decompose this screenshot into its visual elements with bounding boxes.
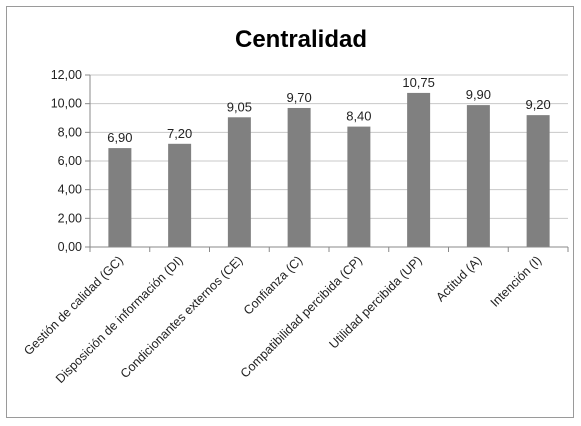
category-label: Gestión de calidad (GC)	[21, 253, 126, 358]
data-label: 9,90	[466, 87, 491, 102]
y-axis-ticks: 0,00 2,00 4,00 6,00 8,00 10,00 12,00	[51, 68, 91, 254]
bar	[347, 126, 371, 247]
bar	[227, 117, 251, 248]
data-label: 9,70	[286, 90, 311, 105]
category-label: Actitud (A)	[433, 253, 484, 304]
category-label: Disposición de información (DI)	[53, 253, 186, 386]
y-tick-label: 6,00	[58, 154, 82, 168]
data-label: 10,75	[402, 75, 435, 90]
category-label: Intención (I)	[488, 253, 545, 310]
y-tick-label: 8,00	[58, 125, 82, 139]
y-tick-label: 12,00	[51, 68, 82, 82]
category-label: Confianza (C)	[241, 253, 305, 317]
data-label: 6,90	[107, 130, 132, 145]
category-labels: Gestión de calidad (GC)Disposición de in…	[21, 247, 569, 386]
data-labels: 6,90 7,20 9,05 9,70 8,40 10,75 9,90 9,20	[107, 75, 551, 145]
bar	[526, 115, 550, 247]
data-label: 7,20	[167, 126, 192, 141]
data-label: 9,20	[525, 97, 550, 112]
bar	[287, 107, 311, 247]
bars	[108, 92, 550, 248]
y-tick-label: 10,00	[51, 97, 82, 111]
data-label: 9,05	[227, 99, 252, 114]
category-label: Condicionantes externos (CE)	[118, 253, 246, 381]
y-tick-label: 2,00	[58, 211, 82, 225]
y-tick-label: 0,00	[58, 240, 82, 254]
data-label: 8,40	[346, 109, 371, 124]
chart-title: Centralidad	[235, 26, 367, 53]
bar	[108, 148, 132, 247]
bar	[168, 143, 192, 247]
category-label: Compatibilidad percibida (CP)	[238, 253, 365, 380]
y-tick-label: 4,00	[58, 183, 82, 197]
bar	[466, 105, 490, 247]
bar	[407, 92, 431, 248]
gridlines	[90, 74, 568, 248]
